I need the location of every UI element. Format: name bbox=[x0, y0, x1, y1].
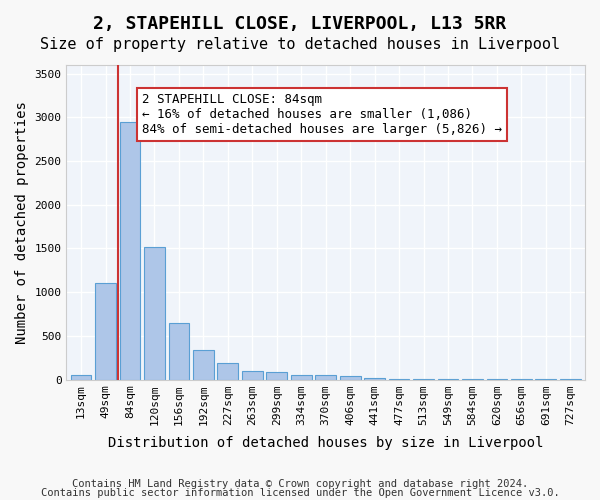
Text: 2, STAPEHILL CLOSE, LIVERPOOL, L13 5RR: 2, STAPEHILL CLOSE, LIVERPOOL, L13 5RR bbox=[94, 15, 506, 33]
Bar bbox=[242, 371, 263, 380]
Bar bbox=[389, 378, 409, 380]
Text: Size of property relative to detached houses in Liverpool: Size of property relative to detached ho… bbox=[40, 38, 560, 52]
Bar bbox=[413, 379, 434, 380]
Bar bbox=[193, 350, 214, 380]
Bar bbox=[95, 284, 116, 380]
Bar bbox=[340, 376, 361, 380]
Text: 2 STAPEHILL CLOSE: 84sqm
← 16% of detached houses are smaller (1,086)
84% of sem: 2 STAPEHILL CLOSE: 84sqm ← 16% of detach… bbox=[142, 93, 502, 136]
Bar bbox=[316, 375, 336, 380]
Bar bbox=[364, 378, 385, 380]
Bar bbox=[291, 374, 311, 380]
Bar bbox=[71, 374, 91, 380]
Bar bbox=[144, 246, 165, 380]
X-axis label: Distribution of detached houses by size in Liverpool: Distribution of detached houses by size … bbox=[108, 436, 544, 450]
Text: Contains HM Land Registry data © Crown copyright and database right 2024.: Contains HM Land Registry data © Crown c… bbox=[72, 479, 528, 489]
Bar bbox=[266, 372, 287, 380]
Bar bbox=[119, 122, 140, 380]
Text: Contains public sector information licensed under the Open Government Licence v3: Contains public sector information licen… bbox=[41, 488, 559, 498]
Y-axis label: Number of detached properties: Number of detached properties bbox=[15, 101, 29, 344]
Bar bbox=[169, 322, 190, 380]
Bar bbox=[217, 364, 238, 380]
